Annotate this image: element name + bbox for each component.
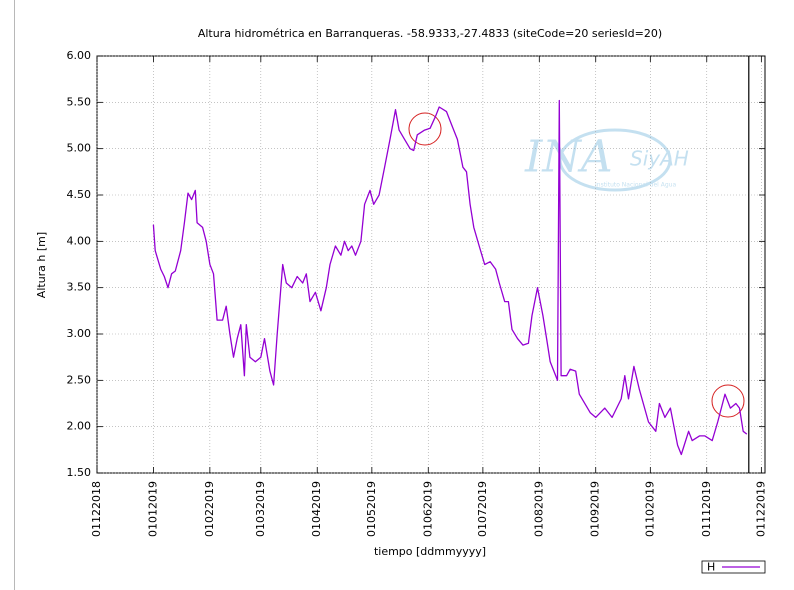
chart-title: Altura hidrométrica en Barranqueras. -58… [198, 27, 662, 40]
y-tick-label: 3.50 [67, 281, 92, 294]
x-tick-label: 01062019 [421, 481, 434, 537]
x-tick-label: 01122018 [90, 481, 103, 537]
highlight-circle [408, 112, 442, 146]
y-tick-label: 5.50 [67, 95, 92, 108]
x-tick-label: 01072019 [476, 481, 489, 537]
x-tick-label: 01102019 [643, 481, 656, 537]
y-tick-label: 4.50 [67, 188, 92, 201]
y-tick-label: 3.00 [67, 327, 92, 340]
y-axis-label: Altura h [m] [35, 232, 48, 298]
watermark: INA SiyAH Instituto Nacional del Agua [524, 128, 689, 192]
x-tick-label: 01112019 [700, 481, 713, 537]
x-tick-label: 01122019 [754, 481, 767, 537]
y-tick-label: 6.00 [67, 49, 92, 62]
x-tick-label: 01042019 [310, 481, 323, 537]
y-tick-label: 2.00 [67, 420, 92, 433]
x-tick-label: 01082019 [532, 481, 545, 537]
logo-text: INA [524, 132, 613, 183]
data-line [152, 99, 748, 456]
x-tick-label: 01012019 [146, 481, 159, 537]
x-tick-label: 01032019 [254, 481, 267, 537]
y-tick-label: 1.50 [67, 466, 92, 479]
caption-text: Instituto Nacional del Agua [595, 182, 676, 189]
y-tick-label: 5.00 [67, 142, 92, 155]
x-tick-label: 01022019 [203, 481, 216, 537]
x-tick-label: 01052019 [365, 481, 378, 537]
highlight-circle [711, 384, 745, 418]
x-axis-label: tiempo [ddmmyyyy] [374, 545, 486, 558]
legend-label: H [707, 561, 715, 574]
y-tick-label: 4.00 [67, 234, 92, 247]
plot-border [96, 55, 766, 474]
brand-text: SiyAH [630, 147, 689, 171]
x-tick-label: 01092019 [589, 481, 602, 537]
y-tick-label: 2.50 [67, 373, 92, 386]
